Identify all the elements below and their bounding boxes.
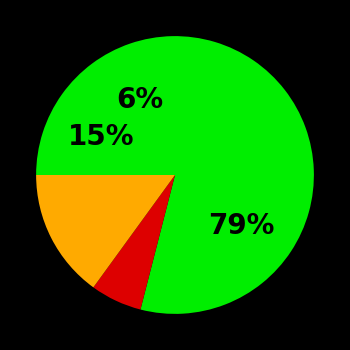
Wedge shape (36, 36, 314, 314)
Text: 79%: 79% (208, 212, 274, 240)
Text: 6%: 6% (116, 86, 163, 114)
Wedge shape (93, 175, 175, 309)
Wedge shape (36, 175, 175, 287)
Text: 15%: 15% (68, 123, 134, 151)
